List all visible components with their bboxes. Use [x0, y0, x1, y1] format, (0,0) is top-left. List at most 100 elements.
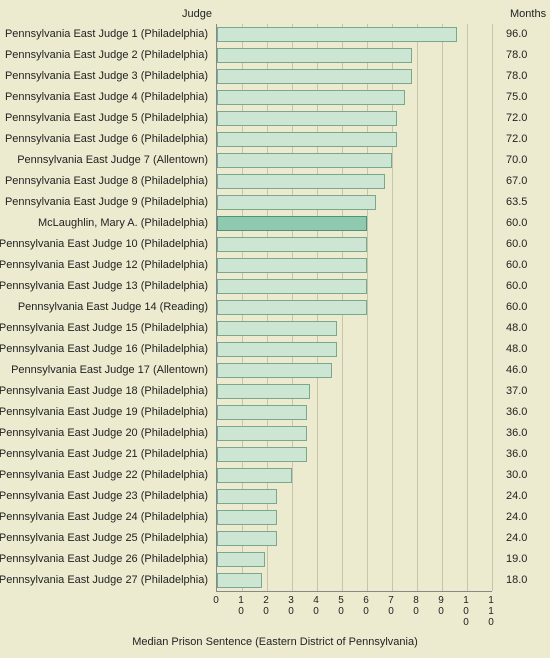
x-tick-label: 1 0 [231, 595, 251, 617]
x-tick-label: 7 0 [381, 595, 401, 617]
bar [217, 384, 310, 399]
months-value: 78.0 [506, 66, 527, 87]
bar [217, 468, 292, 483]
x-tick-label: 4 0 [306, 595, 326, 617]
judge-label: Pennsylvania East Judge 26 (Philadelphia… [0, 549, 208, 570]
judge-label: Pennsylvania East Judge 6 (Philadelphia) [0, 129, 208, 150]
chart-row [217, 339, 492, 360]
x-tick-label: 1 0 0 [456, 595, 476, 628]
judge-label: Pennsylvania East Judge 2 (Philadelphia) [0, 45, 208, 66]
bar [217, 153, 392, 168]
months-value: 24.0 [506, 507, 527, 528]
months-value: 36.0 [506, 402, 527, 423]
judge-label: Pennsylvania East Judge 15 (Philadelphia… [0, 318, 208, 339]
bar [217, 342, 337, 357]
plot-area [216, 24, 492, 592]
months-value: 60.0 [506, 213, 527, 234]
months-value: 70.0 [506, 150, 527, 171]
judge-label: Pennsylvania East Judge 14 (Reading) [0, 297, 208, 318]
chart-row [217, 129, 492, 150]
chart-row [217, 213, 492, 234]
chart-row [217, 276, 492, 297]
judge-label: Pennsylvania East Judge 19 (Philadelphia… [0, 402, 208, 423]
judge-label: Pennsylvania East Judge 7 (Allentown) [0, 150, 208, 171]
bar [217, 174, 385, 189]
chart-row [217, 66, 492, 87]
months-value: 63.5 [506, 192, 527, 213]
chart-row [217, 192, 492, 213]
judge-label: Pennsylvania East Judge 22 (Philadelphia… [0, 465, 208, 486]
months-value: 60.0 [506, 276, 527, 297]
bar [217, 48, 412, 63]
gridline [492, 24, 493, 591]
bar-highlight [217, 216, 367, 231]
chart-row [217, 528, 492, 549]
judge-label: Pennsylvania East Judge 3 (Philadelphia) [0, 66, 208, 87]
x-axis-title: Median Prison Sentence (Eastern District… [0, 636, 550, 648]
chart-row [217, 549, 492, 570]
chart-row [217, 255, 492, 276]
chart-row [217, 402, 492, 423]
judge-label: Pennsylvania East Judge 13 (Philadelphia… [0, 276, 208, 297]
judge-label: McLaughlin, Mary A. (Philadelphia) [0, 213, 208, 234]
x-tick-label: 6 0 [356, 595, 376, 617]
bar [217, 426, 307, 441]
x-tick-label: 2 0 [256, 595, 276, 617]
months-value: 30.0 [506, 465, 527, 486]
bar [217, 510, 277, 525]
bar [217, 27, 457, 42]
judge-label: Pennsylvania East Judge 21 (Philadelphia… [0, 444, 208, 465]
months-value: 24.0 [506, 528, 527, 549]
bar [217, 531, 277, 546]
judge-label: Pennsylvania East Judge 8 (Philadelphia) [0, 171, 208, 192]
bar [217, 195, 376, 210]
judge-label: Pennsylvania East Judge 23 (Philadelphia… [0, 486, 208, 507]
chart-row [217, 381, 492, 402]
chart-row [217, 570, 492, 591]
chart-row [217, 45, 492, 66]
judge-label: Pennsylvania East Judge 12 (Philadelphia… [0, 255, 208, 276]
chart-row [217, 24, 492, 45]
bar [217, 69, 412, 84]
chart-row [217, 444, 492, 465]
bar [217, 279, 367, 294]
months-value: 72.0 [506, 129, 527, 150]
chart-row [217, 297, 492, 318]
chart-row [217, 423, 492, 444]
bar [217, 321, 337, 336]
judge-label: Pennsylvania East Judge 25 (Philadelphia… [0, 528, 208, 549]
months-value: 96.0 [506, 24, 527, 45]
judge-label: Pennsylvania East Judge 18 (Philadelphia… [0, 381, 208, 402]
months-value: 60.0 [506, 297, 527, 318]
bar [217, 363, 332, 378]
bar [217, 237, 367, 252]
months-value: 24.0 [506, 486, 527, 507]
months-value: 48.0 [506, 318, 527, 339]
bar [217, 90, 405, 105]
months-value: 75.0 [506, 87, 527, 108]
x-tick-label: 5 0 [331, 595, 351, 617]
judge-label: Pennsylvania East Judge 24 (Philadelphia… [0, 507, 208, 528]
judge-label: Pennsylvania East Judge 10 (Philadelphia… [0, 234, 208, 255]
x-tick-label: 8 0 [406, 595, 426, 617]
chart-row [217, 507, 492, 528]
chart-row [217, 150, 492, 171]
months-value: 46.0 [506, 360, 527, 381]
judge-label: Pennsylvania East Judge 5 (Philadelphia) [0, 108, 208, 129]
bar [217, 447, 307, 462]
chart-row [217, 486, 492, 507]
judge-label: Pennsylvania East Judge 4 (Philadelphia) [0, 87, 208, 108]
months-value: 67.0 [506, 171, 527, 192]
months-value: 18.0 [506, 570, 527, 591]
col-header-judge: Judge [182, 8, 212, 20]
months-value: 36.0 [506, 444, 527, 465]
months-value: 60.0 [506, 234, 527, 255]
months-value: 36.0 [506, 423, 527, 444]
bar [217, 573, 262, 588]
x-tick-label: 0 [206, 595, 226, 606]
months-value: 72.0 [506, 108, 527, 129]
bar [217, 552, 265, 567]
median-sentence-chart: Judge Months Median Prison Sentence (Eas… [0, 0, 550, 658]
bar [217, 258, 367, 273]
bar [217, 405, 307, 420]
